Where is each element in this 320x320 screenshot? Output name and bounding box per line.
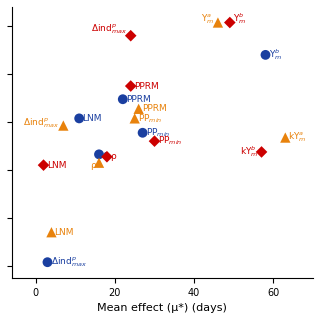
Point xyxy=(227,20,232,25)
Text: Y$^{a}_{m}$: Y$^{a}_{m}$ xyxy=(201,12,215,26)
Point xyxy=(96,160,101,165)
Point xyxy=(152,139,157,144)
Text: PPRM: PPRM xyxy=(126,95,151,104)
Text: PP$_{min}$: PP$_{min}$ xyxy=(146,126,170,139)
Text: Δind$^{p}_{max}$: Δind$^{p}_{max}$ xyxy=(91,23,127,36)
Text: kY$^{b}_{m}$: kY$^{b}_{m}$ xyxy=(240,145,258,159)
Text: Δind$^{p}_{max}$: Δind$^{p}_{max}$ xyxy=(23,116,60,130)
Point xyxy=(263,52,268,57)
Point xyxy=(76,116,82,121)
Text: Δind$^{p}_{max}$: Δind$^{p}_{max}$ xyxy=(51,255,87,269)
Text: ρ: ρ xyxy=(90,161,96,170)
Point xyxy=(259,149,264,155)
Text: PP$_{min}$: PP$_{min}$ xyxy=(138,112,162,125)
Text: PPRM: PPRM xyxy=(142,104,167,113)
Text: ρ: ρ xyxy=(110,152,116,161)
Point xyxy=(140,130,145,135)
Point xyxy=(128,84,133,89)
Point xyxy=(136,106,141,111)
Point xyxy=(215,20,220,25)
Point xyxy=(49,230,54,235)
Point xyxy=(283,135,288,140)
Text: LNM: LNM xyxy=(82,114,102,123)
Point xyxy=(104,154,109,159)
Text: LNM: LNM xyxy=(47,161,66,170)
Point xyxy=(128,33,133,38)
Point xyxy=(96,152,101,157)
Text: PPRM: PPRM xyxy=(134,82,159,91)
X-axis label: Mean effect (μ*) (days): Mean effect (μ*) (days) xyxy=(98,303,228,313)
Point xyxy=(61,123,66,128)
Text: Y$^{b}_{m}$: Y$^{b}_{m}$ xyxy=(233,12,246,26)
Text: LNM: LNM xyxy=(55,228,74,237)
Point xyxy=(41,163,46,168)
Point xyxy=(120,97,125,102)
Text: Y$^{b}_{m}$: Y$^{b}_{m}$ xyxy=(269,47,282,62)
Text: kY$^{a}_{m}$: kY$^{a}_{m}$ xyxy=(288,131,307,144)
Text: PP$_{min}$: PP$_{min}$ xyxy=(158,135,182,148)
Point xyxy=(45,260,50,265)
Point xyxy=(132,116,137,121)
Text: ρ: ρ xyxy=(102,150,108,159)
